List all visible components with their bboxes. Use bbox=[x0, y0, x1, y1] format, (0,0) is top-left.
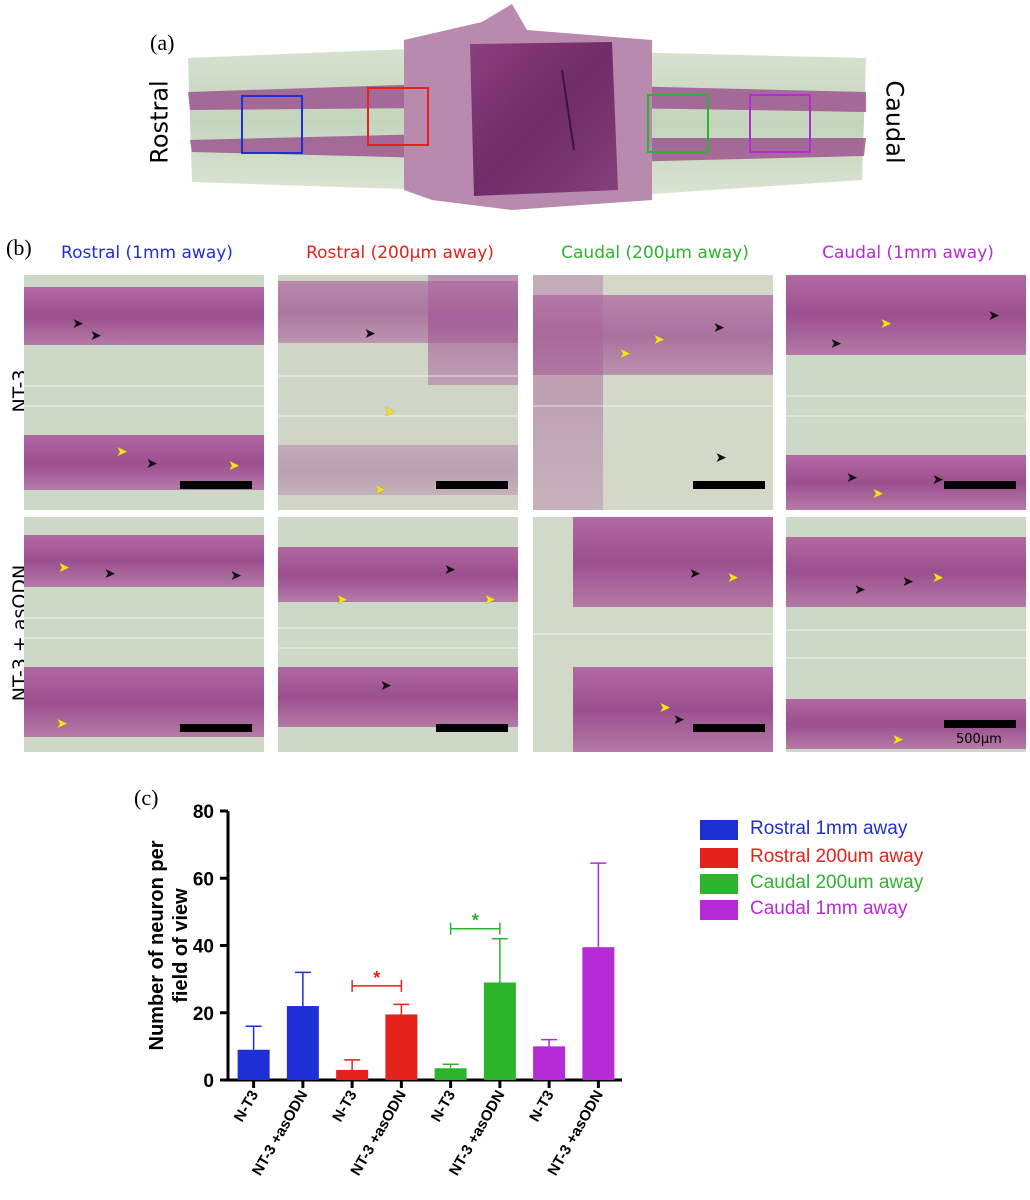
bar bbox=[237, 1049, 270, 1080]
bar bbox=[582, 947, 615, 1080]
significance-star: * bbox=[472, 911, 479, 931]
x-tick-label: N-T3 bbox=[231, 1088, 262, 1125]
neuron-arrow: ➤ bbox=[932, 472, 944, 488]
neuron-arrow: ➤ bbox=[116, 444, 128, 460]
bar bbox=[385, 1014, 418, 1080]
scale-bar-label: 500μm bbox=[956, 732, 1002, 747]
column-title-caudal-200um: Caudal (200μm away) bbox=[561, 243, 749, 263]
panel-b-label: (b) bbox=[6, 235, 32, 260]
neuron-arrow: ➤ bbox=[830, 336, 842, 352]
panel-c-label: (c) bbox=[134, 785, 159, 810]
scale-bar bbox=[436, 481, 508, 489]
y-tick-label: 80 bbox=[193, 802, 214, 823]
neuron-arrow: ➤ bbox=[715, 450, 727, 466]
neuron-arrow: ➤ bbox=[58, 560, 70, 576]
legend-swatch bbox=[700, 874, 738, 894]
column-title-caudal-1mm: Caudal (1mm away) bbox=[822, 243, 994, 263]
x-tick-label: N-T3 bbox=[329, 1088, 360, 1125]
x-tick-label: N-T3 bbox=[428, 1088, 459, 1125]
bar bbox=[286, 1006, 319, 1080]
column-title-rostral-1mm: Rostral (1mm away) bbox=[61, 243, 233, 263]
panel-a-label: (a) bbox=[150, 30, 175, 55]
scale-bar bbox=[180, 724, 252, 732]
neuron-arrow: ➤ bbox=[673, 712, 685, 728]
legend-swatch bbox=[700, 820, 738, 840]
micrograph-nt3-caudal-200um: ➤ ➤ ➤ ➤ bbox=[533, 275, 773, 510]
neuron-arrow: ➤ bbox=[374, 482, 386, 498]
neuron-arrow: ➤ bbox=[689, 566, 701, 582]
neuron-arrow: ➤ bbox=[713, 320, 725, 336]
neuron-arrow: ➤ bbox=[380, 678, 392, 694]
neuron-arrow: ➤ bbox=[364, 326, 376, 342]
y-tick-label: 0 bbox=[203, 1071, 214, 1092]
neuron-arrow: ➤ bbox=[230, 568, 242, 584]
legend-text: Rostral 1mm away bbox=[750, 818, 908, 839]
neuron-arrow: ➤ bbox=[444, 562, 456, 578]
neuron-arrow: ➤ bbox=[659, 700, 671, 716]
neuron-arrow: ➤ bbox=[384, 404, 396, 420]
chart-legend: Rostral 1mm away Rostral 200um away Caud… bbox=[700, 818, 1020, 928]
micrograph-nt3-rostral-1mm: ➤ ➤ ➤ ➤ ➤ bbox=[24, 275, 264, 510]
legend-swatch bbox=[700, 848, 738, 868]
neuron-arrow: ➤ bbox=[484, 592, 496, 608]
spinal-cord-section-image bbox=[188, 4, 866, 210]
scale-bar bbox=[944, 720, 1016, 728]
neuron-arrow: ➤ bbox=[146, 456, 158, 472]
rostral-side-label: Rostral bbox=[145, 80, 174, 164]
bar bbox=[533, 1046, 566, 1080]
neuron-arrow: ➤ bbox=[727, 570, 739, 586]
neuron-arrow: ➤ bbox=[854, 582, 866, 598]
neuron-arrow: ➤ bbox=[228, 458, 240, 474]
neuron-arrow: ➤ bbox=[619, 346, 631, 362]
neuron-arrow: ➤ bbox=[90, 328, 102, 344]
scale-bar bbox=[693, 724, 765, 732]
y-axis-label: Number of neuron per field of view bbox=[146, 840, 192, 1050]
micrograph-asodn-caudal-1mm: ➤ ➤ ➤ ➤ 500μm bbox=[786, 517, 1026, 752]
neuron-arrow: ➤ bbox=[932, 570, 944, 586]
micrograph-asodn-rostral-1mm: ➤ ➤ ➤ ➤ bbox=[24, 517, 264, 752]
neuron-arrow: ➤ bbox=[846, 470, 858, 486]
scale-bar bbox=[180, 481, 252, 489]
legend-text: Caudal 200um away bbox=[750, 872, 924, 893]
neuron-arrow: ➤ bbox=[892, 732, 904, 748]
neuron-arrow: ➤ bbox=[880, 316, 892, 332]
micrograph-asodn-rostral-200um: ➤ ➤ ➤ ➤ bbox=[278, 517, 518, 752]
neuron-arrow: ➤ bbox=[902, 574, 914, 590]
bar bbox=[483, 982, 516, 1080]
neuron-arrow: ➤ bbox=[56, 716, 68, 732]
neuron-arrow: ➤ bbox=[653, 332, 665, 348]
scale-bar bbox=[436, 724, 508, 732]
bar bbox=[336, 1069, 369, 1080]
y-tick-label: 40 bbox=[193, 937, 214, 958]
bar bbox=[434, 1068, 467, 1080]
significance-star: * bbox=[373, 968, 380, 988]
micrograph-nt3-rostral-200um: ➤ ➤ ➤ bbox=[278, 275, 518, 510]
neuron-arrow: ➤ bbox=[72, 316, 84, 332]
column-title-rostral-200um: Rostral (200μm away) bbox=[306, 243, 494, 263]
neuron-arrow: ➤ bbox=[336, 592, 348, 608]
legend-text: Rostral 200um away bbox=[750, 846, 924, 867]
y-tick-label: 60 bbox=[193, 869, 214, 890]
legend-swatch bbox=[700, 900, 738, 920]
neuron-arrow: ➤ bbox=[104, 566, 116, 582]
y-tick-label: 20 bbox=[193, 1004, 214, 1025]
legend-text: Caudal 1mm away bbox=[750, 898, 908, 919]
caudal-side-label: Caudal bbox=[880, 80, 909, 164]
x-tick-label: N-T3 bbox=[526, 1088, 557, 1125]
scale-bar bbox=[944, 481, 1016, 489]
micrograph-nt3-caudal-1mm: ➤ ➤ ➤ ➤ ➤ ➤ bbox=[786, 275, 1026, 510]
neuron-arrow: ➤ bbox=[988, 308, 1000, 324]
micrograph-asodn-caudal-200um: ➤ ➤ ➤ ➤ bbox=[533, 517, 773, 752]
neuron-arrow: ➤ bbox=[872, 486, 884, 502]
scale-bar bbox=[693, 481, 765, 489]
